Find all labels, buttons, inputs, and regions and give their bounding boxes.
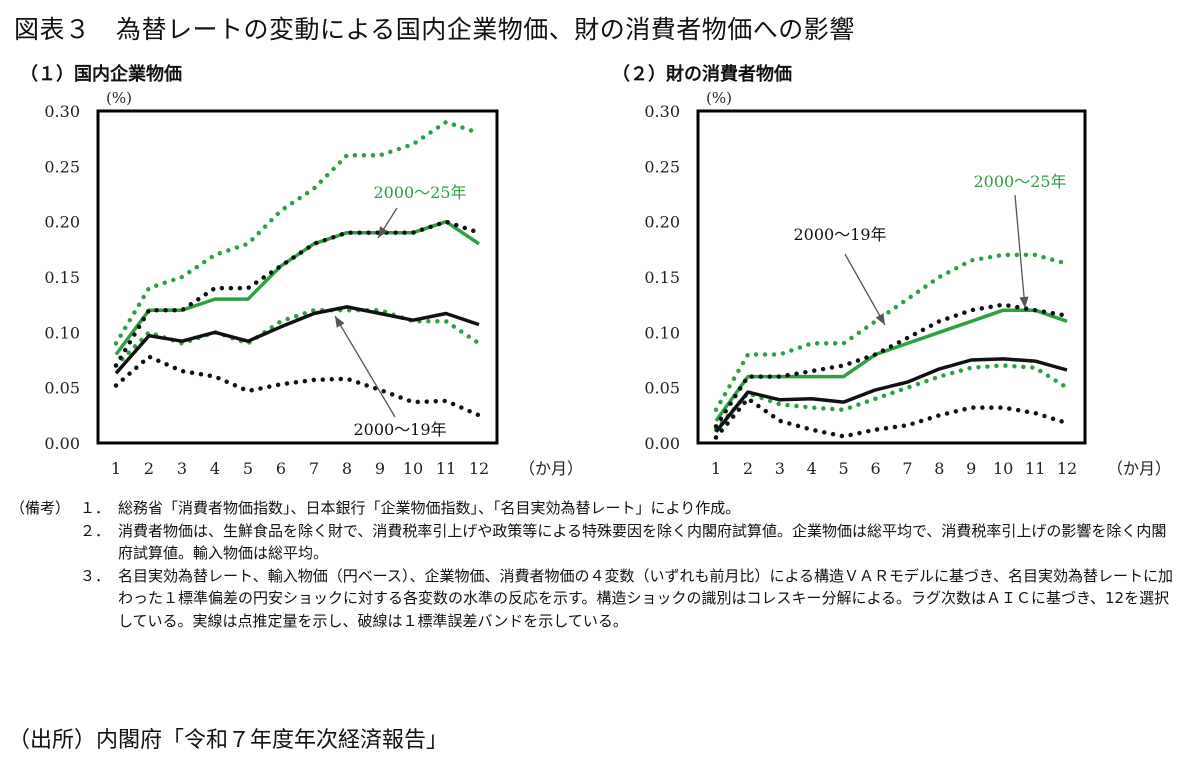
series-line-black-dotted [113,219,482,368]
annotation-arrowhead [875,313,885,325]
note-row-1: （備考） １． 総務省「消費者物価指数」、日本銀行「企業物価指数」、「名目実効為… [10,497,1175,520]
annotation-arrow [1014,194,1026,309]
panel-1-title: （１）国内企業物価 [20,64,182,85]
x-tick-label: 8 [342,459,352,478]
x-tick-label: 8 [934,459,944,478]
series-line-black-dotted [113,354,482,418]
series-line-green-dotted [713,363,1070,432]
note-num: ２． [80,521,111,540]
x-tick-label: 7 [902,459,912,478]
x-tick-label: 10 [403,459,423,478]
x-tick-label: 4 [807,459,817,478]
figure-title: 図表３ 為替レートの変動による国内企業物価、財の消費者物価への影響 [14,15,855,44]
note-text: 総務省「消費者物価指数」、日本銀行「企業物価指数」、「名目実効為替レート」により… [118,499,741,517]
y-tick-label: 0.05 [644,379,680,398]
note-row-2: ２． 消費者物価は、生鮮食品を除く財で、消費税率引上げや政策等による特殊要因を除… [10,520,1175,565]
annotation-arrow [334,315,396,418]
chart-domestic-corporate-prices: 0.000.050.100.150.200.250.30(%)1 2 3 4 5 6 7 8 9… [44,89,583,478]
note-text: 消費者物価は、生鮮食品を除く財で、消費税率引上げや政策等による特殊要因を除く内閣… [118,521,1167,563]
series-line-black-solid [114,305,480,375]
x-tick-label: 3 [177,459,187,478]
annotation-arrow [844,253,886,326]
series-line-black-dotted [713,396,1070,440]
y-tick-label: 0.00 [44,434,80,453]
series-annotation: 2000〜19年 [353,420,446,439]
y-tick-label: 0.20 [644,213,680,232]
y-tick-label: 0.25 [44,157,80,176]
series-line-black-solid [714,357,1068,433]
note-num: ３． [80,566,111,585]
x-tick-label: 12 [1057,459,1077,478]
series-annotation: 2000〜19年 [793,225,886,244]
note-num: １． [80,499,111,517]
x-tick-label: 9 [375,459,385,478]
x-tick-label: 12 [469,459,489,478]
y-tick-label: 0.15 [644,268,680,287]
y-tick-label: 0.05 [44,379,80,398]
annotation-arrowhead [335,316,345,328]
series-annotation: 2000〜25年 [373,183,466,202]
panel-2-title: （２）財の消費者物価 [612,64,792,85]
chart-consumer-goods-prices: 0.000.050.100.150.200.250.30(%)1 2 3 4 5 6 7 8 9… [644,89,1171,478]
series-line-green-solid [114,219,480,356]
note-row-3: ３． 名目実効為替レート、輸入物価（円ベース）、企業物価、消費者物価の４変数（い… [10,565,1175,633]
x-tick-label: 6 [276,459,286,478]
notes-head: （備考） [10,499,71,517]
source-note: （出所）内閣府「令和７年度年次経済報告」 [8,728,449,753]
y-tick-label: 0.30 [44,102,80,121]
x-tick-label: 10 [993,459,1013,478]
series-line-green-dotted [113,307,482,368]
y-tick-label: 0.20 [44,213,80,232]
x-tick-label: 9 [966,459,976,478]
y-unit-label: (%) [706,89,732,107]
note-text: 名目実効為替レート、輸入物価（円ベース）、企業物価、消費者物価の４変数（いずれも… [118,566,1173,630]
x-tick-label: 4 [210,459,220,478]
x-tick-label: 2 [144,459,154,478]
annotation-arrowhead [1019,296,1029,308]
y-unit-label: (%) [106,89,132,107]
x-tick-label: 1 [111,459,121,478]
plot-frame [696,109,1087,445]
x-tick-label: 3 [775,459,785,478]
x-tick-label: 5 [839,459,849,478]
y-tick-label: 0.10 [44,323,80,342]
y-tick-label: 0.10 [644,323,680,342]
x-tick-label: 6 [870,459,880,478]
series-line-black-dotted [713,302,1070,429]
y-tick-label: 0.15 [44,268,80,287]
x-axis-unit-label: （か月） [519,459,583,478]
x-tick-label: 7 [309,459,319,478]
series-annotation: 2000〜25年 [973,172,1066,191]
x-tick-label: 2 [743,459,753,478]
x-tick-label: 11 [1025,459,1045,478]
y-tick-label: 0.30 [644,102,680,121]
y-tick-label: 0.00 [644,434,680,453]
x-tick-label: 1 [711,459,721,478]
series-line-green-solid [714,308,1068,422]
x-tick-label: 11 [436,459,456,478]
x-axis-unit-label: （か月） [1107,459,1171,478]
plot-frame [96,109,499,445]
annotation-arrowhead [378,226,388,238]
series-line-green-dotted [713,252,1070,413]
x-tick-label: 5 [243,459,253,478]
y-tick-label: 0.25 [644,157,680,176]
notes: （備考） １． 総務省「消費者物価指数」、日本銀行「企業物価指数」、「名目実効為… [10,497,1175,632]
